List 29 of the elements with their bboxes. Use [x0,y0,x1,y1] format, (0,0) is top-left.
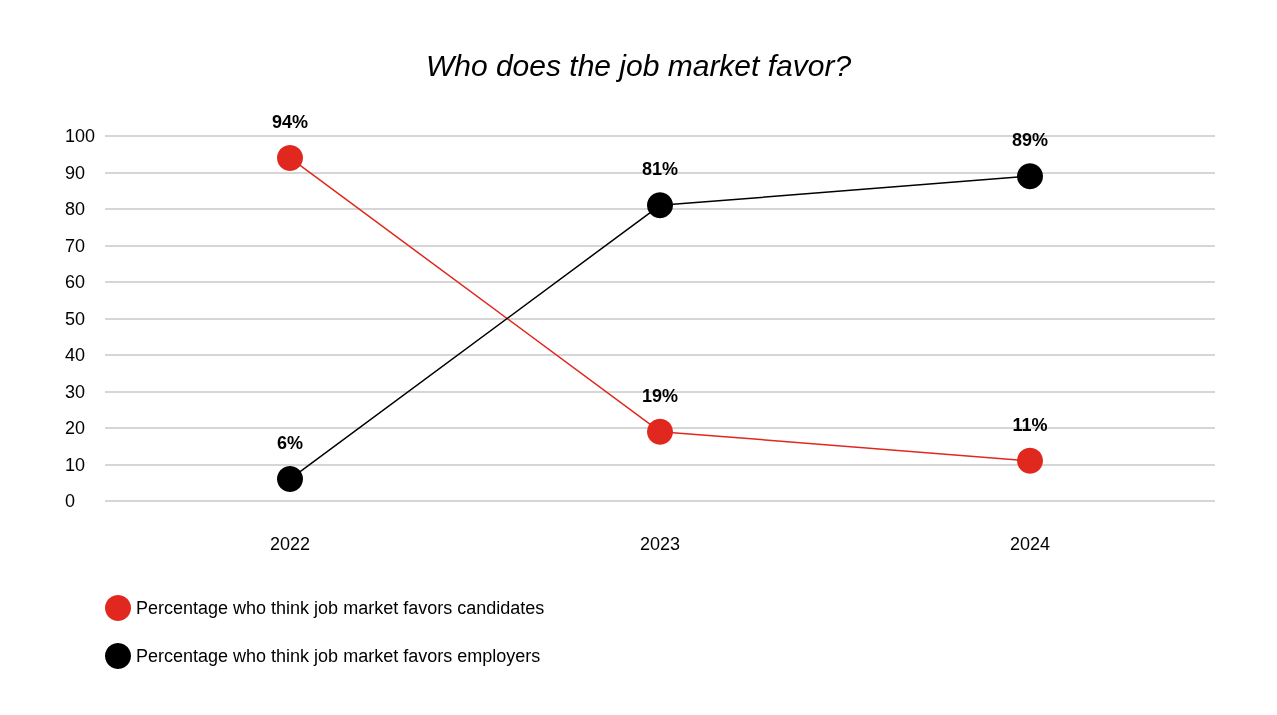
y-tick-label: 80 [65,199,86,219]
legend-label: Percentage who think job market favors candidates [136,598,545,618]
legend-label: Percentage who think job market favors employers [136,646,541,666]
point [277,466,303,493]
data-label: 11% [1012,414,1048,435]
y-tick-label: 90 [65,162,86,183]
point [647,418,673,445]
y-tick-label: 100 [65,126,96,146]
point [1017,447,1043,474]
data-label: 81% [641,159,679,180]
x-tick-label: 2023 [639,534,681,554]
data-label: 19% [641,385,679,406]
data-label: 6% [276,433,304,454]
data-label: 89% [1011,130,1049,151]
data-label: 94% [271,111,309,132]
x-tick-label: 2022 [269,534,311,554]
y-tick-label: 10 [65,454,86,475]
y-tick-label: 40 [65,345,86,365]
y-tick-label: 50 [65,308,86,329]
y-tick-label: 20 [65,418,86,438]
point [1017,163,1043,190]
y-tick-label: 70 [65,235,86,256]
y-tick-label: 60 [65,272,86,292]
y-tick-label: 30 [65,381,86,402]
point [277,144,303,171]
chart-title: Who does the job market favor? [425,48,852,82]
x-tick-label: 2024 [1009,534,1051,554]
y-tick-label: 0 [65,491,76,511]
point [647,192,673,219]
